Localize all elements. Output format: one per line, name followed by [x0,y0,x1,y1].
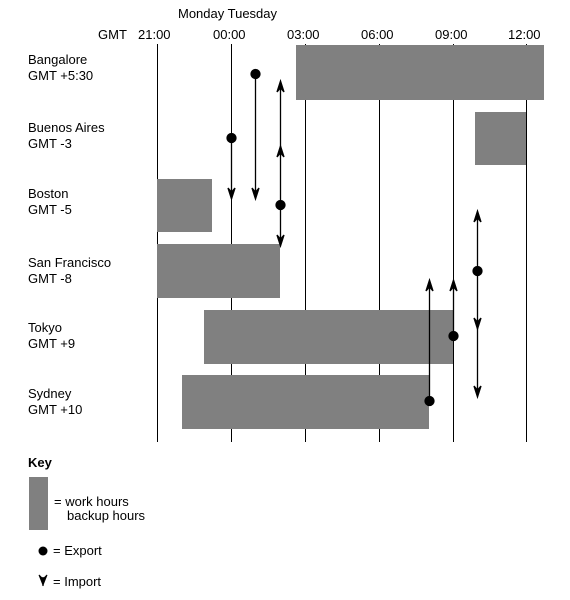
tick-0600: 06:00 [361,27,394,42]
arrowhead-down [473,317,482,332]
city-name: Boston [28,186,69,201]
arrowhead-up [473,208,482,223]
key-bar-swatch [29,477,48,530]
key-backup-hours: backup hours [67,508,146,523]
tick-2100: 21:00 [138,27,171,42]
city-offset: GMT +9 [28,336,76,351]
work-hour-bars [157,45,544,429]
city-name: Buenos Aires [28,120,105,135]
arrowhead-down [251,187,260,202]
arrowhead-up [449,277,458,292]
bar-sydney [182,375,429,429]
city-label-buenos-aires: Buenos Aires GMT -3 [28,120,105,152]
tick-0900: 09:00 [435,27,468,42]
city-name: Sydney [28,386,72,401]
gmt-label: GMT [98,27,127,42]
key-work-hours: = work hours [54,494,129,509]
city-offset: GMT +10 [28,402,83,417]
city-name: Bangalore [28,52,88,67]
export-dot-san-francisco [472,265,483,277]
arrowhead-up [276,143,285,158]
key-title: Key [28,455,52,470]
city-offset: GMT -5 [28,202,72,217]
tick-1200: 12:00 [508,27,541,42]
transfer-arrows [226,68,483,407]
city-offset: GMT -3 [28,136,72,151]
tick-0000: 00:00 [213,27,246,42]
city-label-tokyo: Tokyo GMT +9 [28,320,75,352]
key-import: = Import [53,574,102,589]
city-label-sydney: Sydney GMT +10 [28,386,82,418]
export-dot-buenos-aires [226,132,237,144]
city-label-bangalore: Bangalore GMT +5:30 [28,52,93,84]
bar-tokyo [204,310,453,364]
export-dot-bangalore [250,68,261,80]
tick-0300: 03:00 [287,27,320,42]
export-dot-boston [275,199,286,211]
key-export: = Export [53,543,102,558]
city-name: Tokyo [28,320,62,335]
day-labels: Monday Tuesday [178,6,278,21]
arrowhead-down [473,385,482,400]
city-offset: GMT -8 [28,271,72,286]
bar-buenos-aires [475,112,526,165]
city-offset: GMT +5:30 [28,68,94,83]
arrowhead-up [425,277,434,292]
bar-san-francisco [157,244,280,298]
city-label-san-francisco: San Francisco GMT -8 [28,255,111,287]
export-dot-sydney [424,395,435,407]
key-export-dot [38,546,48,556]
arrowhead-down [227,187,236,202]
export-dot-tokyo [448,330,459,342]
city-label-boston: Boston GMT -5 [28,186,72,218]
bar-bangalore [296,45,544,100]
bar-boston [157,179,212,232]
arrowhead-down [276,234,285,249]
time-gridlines [157,44,527,442]
city-name: San Francisco [28,255,112,270]
arrowhead-up [276,78,285,93]
